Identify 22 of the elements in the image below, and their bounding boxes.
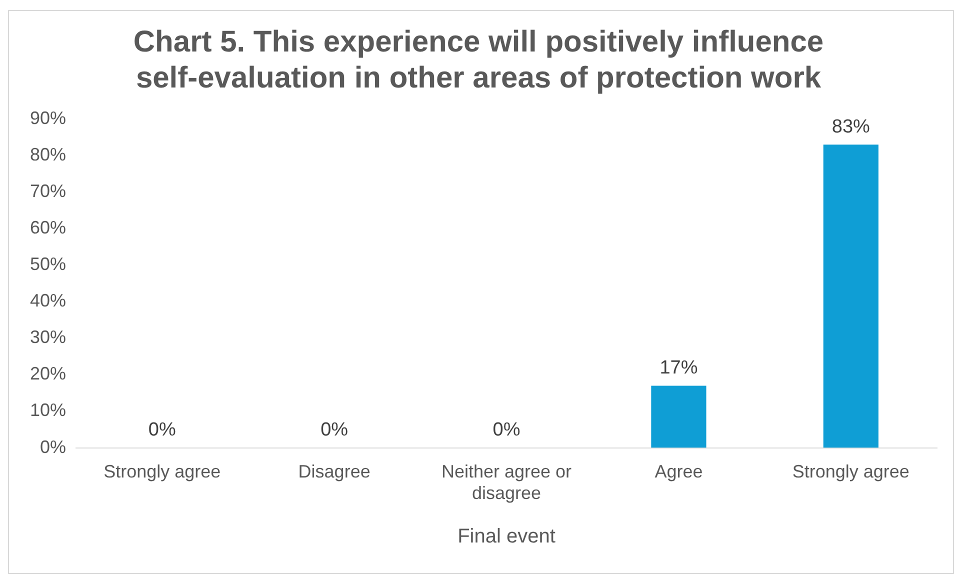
y-tick-label: 80%: [30, 144, 66, 164]
y-tick-label: 30%: [30, 327, 66, 348]
data-label: 83%: [832, 116, 870, 138]
data-label: 0%: [320, 420, 348, 441]
y-tick-label: 70%: [30, 181, 66, 202]
x-tick-label: Strongly agree: [792, 462, 910, 482]
chart-title: Chart 5. This experience will positively influence self-evaluation in other areas of protection work: [133, 25, 824, 94]
y-tick-label: 20%: [30, 364, 66, 384]
x-tick-label: Strongly agree: [104, 462, 221, 482]
y-tick-label: 10%: [30, 400, 66, 420]
data-label: 17%: [660, 357, 698, 378]
y-tick-label: 90%: [30, 108, 66, 128]
x-axis-title: Final event: [458, 526, 556, 548]
data-label: 0%: [492, 420, 520, 441]
y-tick-label: 0%: [40, 436, 66, 457]
data-label: 0%: [148, 420, 176, 441]
y-tick-label: 40%: [30, 290, 66, 311]
x-tick-label: Agree: [654, 462, 703, 482]
y-tick-label: 50%: [30, 254, 66, 274]
x-tick-label: Neither agree or disagree: [441, 462, 572, 504]
y-tick-label: 60%: [30, 218, 66, 238]
x-tick-label: Disagree: [298, 462, 370, 482]
